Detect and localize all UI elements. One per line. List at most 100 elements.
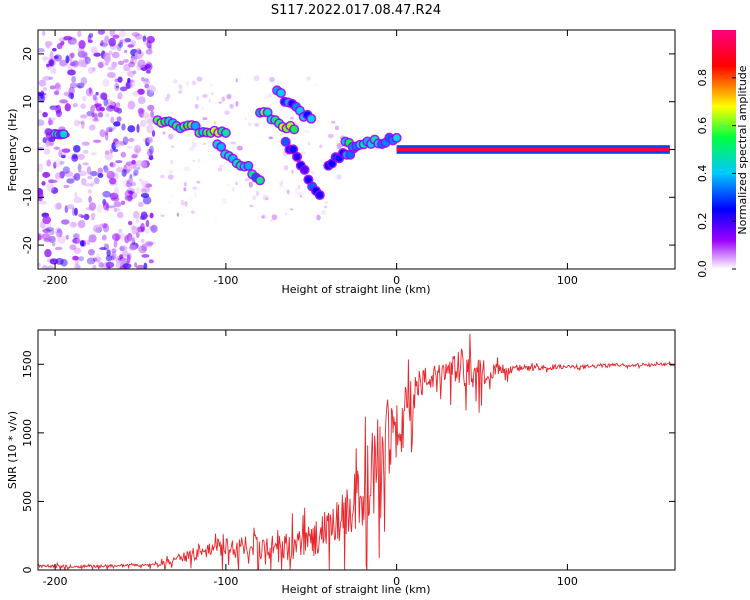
spectrogram-noise-blob xyxy=(180,199,185,206)
spectrogram-noise-blob xyxy=(171,194,174,199)
spectrogram-noise-blob xyxy=(62,166,70,174)
spectrogram-noise-blob xyxy=(112,34,120,39)
spectrogram-noise-blob xyxy=(57,235,66,244)
spectrogram-noise-blob xyxy=(69,82,78,89)
spectrogram-noise-blob xyxy=(131,153,139,159)
spectrogram-noise-blob xyxy=(98,262,104,268)
spectrogram-noise-blob xyxy=(133,169,139,176)
spectrogram-noise-blob xyxy=(104,130,109,136)
spectrogram-noise-blob xyxy=(127,220,133,226)
spectrogram-noise-blob xyxy=(82,149,89,154)
spectrogram-noise-blob xyxy=(96,253,101,261)
spectrogram-noise-blob xyxy=(279,184,284,188)
y-tick-label: 0 xyxy=(21,146,34,153)
spectrogram-noise-blob xyxy=(111,233,121,241)
spectrogram-noise-blob xyxy=(194,192,197,198)
x-tick-label: 100 xyxy=(557,575,578,588)
spectrogram-noise-blob xyxy=(104,152,113,161)
spectrogram-noise-blob xyxy=(68,92,75,99)
spectrogram-noise-blob xyxy=(122,179,131,188)
spectrogram-noise-blob xyxy=(78,170,87,177)
spectrogram-noise-blob xyxy=(119,245,128,251)
spectrogram-noise-blob xyxy=(244,117,248,121)
spectrogram-noise-blob xyxy=(130,57,138,65)
spectrogram-noise-blob xyxy=(263,95,270,100)
spectrogram-noise-blob xyxy=(103,164,109,174)
spectrogram-noise-blob xyxy=(46,182,55,192)
spectrogram-noise-blob xyxy=(42,111,48,118)
spectrogram-noise-blob xyxy=(310,170,315,176)
spectrogram-noise-blob xyxy=(58,149,62,158)
spectrogram-noise-blob xyxy=(114,82,120,92)
spectrogram-noise-blob xyxy=(73,263,81,269)
spectrogram-noise-blob xyxy=(59,59,68,67)
spectrogram-noise-blob xyxy=(81,51,88,59)
spectrogram-noise-blob xyxy=(183,187,187,192)
spectrogram-y-ticks: -20 -10 0 10 20 xyxy=(21,47,675,254)
figure-title: S117.2022.017.08.47.R24 xyxy=(271,3,441,18)
spectrogram-noise-blob xyxy=(79,240,85,247)
spectrogram-noise-blob xyxy=(141,243,148,252)
spectrogram-noise-blob xyxy=(42,215,52,225)
y-tick-label: -20 xyxy=(21,236,34,254)
spectrogram-ridge xyxy=(256,176,264,184)
y-tick-label: 500 xyxy=(21,491,34,512)
spectrogram-noise-blob xyxy=(134,262,138,268)
spectrogram-noise-blob xyxy=(145,48,153,55)
spectrogram-noise-blob xyxy=(252,195,257,201)
spectrogram-noise-blob xyxy=(90,170,98,177)
snr-x-label: Height of straight line (km) xyxy=(281,583,430,596)
spectrogram-noise-blob xyxy=(113,107,120,113)
spectrogram-noise-blob xyxy=(226,183,230,187)
spectrogram-noise-blob xyxy=(100,92,108,101)
spectrogram-noise-blob xyxy=(147,136,153,144)
spectrogram-noise-blob xyxy=(197,165,201,170)
spectrogram-noise-blob xyxy=(38,200,48,205)
spectrogram-noise-blob xyxy=(269,76,275,83)
spectrogram-noise-blob xyxy=(103,97,109,107)
spectrogram-noise-blob xyxy=(106,266,111,269)
spectrogram-noise-blob xyxy=(93,52,102,57)
spectrogram-noise-blob xyxy=(38,163,44,172)
spectrogram-noise-blob xyxy=(160,174,165,179)
spectrogram-noise-blob xyxy=(137,96,146,105)
spectrogram-noise-blob xyxy=(78,40,86,49)
spectrogram-noise-blob xyxy=(120,200,126,206)
spectrogram-noise-blob xyxy=(48,179,58,184)
spectrogram-noise-blob xyxy=(110,255,115,261)
spectrogram-noise-blob xyxy=(127,194,133,202)
spectrogram-noise-blob xyxy=(323,205,328,209)
spectrogram-noise-blob xyxy=(124,81,133,90)
spectrogram-noise-blob xyxy=(271,214,278,221)
spectrogram-noise-blob xyxy=(121,250,129,258)
spectrogram-noise-blob xyxy=(75,257,79,266)
spectrogram-noise-blob xyxy=(122,59,129,63)
colorbar-ticks: 0.0 0.2 0.4 0.6 0.8 xyxy=(696,69,736,278)
spectrogram-noise-blob xyxy=(127,70,135,77)
spectrogram-noise-blob xyxy=(114,186,119,196)
spectrogram-noise-blob xyxy=(102,201,109,211)
spectrogram-noise-blob xyxy=(42,56,51,61)
spectrogram-noise-blob xyxy=(70,222,77,227)
spectrogram-ridge xyxy=(396,148,670,151)
spectrogram-noise-blob xyxy=(138,245,147,254)
spectrogram-noise-blob xyxy=(127,235,136,244)
spectrogram-noise-blob xyxy=(121,169,127,177)
spectrogram-noise-blob xyxy=(110,116,115,124)
spectrogram-noise-blob xyxy=(56,232,60,238)
spectrogram-noise-blob xyxy=(88,195,92,203)
spectrogram-noise-blob xyxy=(124,235,130,244)
spectrogram-noise-blob xyxy=(95,91,99,96)
spectrogram-noise-blob xyxy=(148,156,154,161)
spectrogram-noise-blob xyxy=(83,213,90,221)
spectrogram-noise-blob xyxy=(46,159,51,167)
spectrogram-noise-blob xyxy=(119,265,127,269)
spectrogram-noise-blob xyxy=(306,76,311,81)
spectrogram-noise-blob xyxy=(76,82,85,89)
spectrogram-noise-blob xyxy=(201,106,204,111)
spectrogram-noise-blob xyxy=(93,256,102,262)
spectrogram-noise-blob xyxy=(133,144,142,154)
spectrogram-noise-blob xyxy=(88,202,97,211)
spectrogram-noise-blob xyxy=(224,110,230,115)
spectrogram-noise-blob xyxy=(120,257,128,264)
